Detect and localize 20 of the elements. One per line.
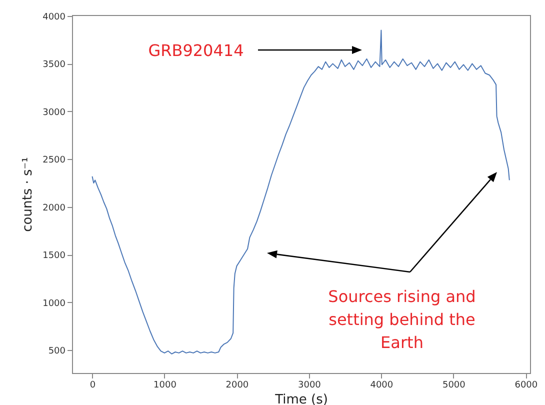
y-tick-label: 2000 xyxy=(42,203,66,214)
annotation: Sources rising and setting behind the Earth xyxy=(328,287,476,352)
annotation: GRB920414 xyxy=(148,41,244,60)
x-tick-label: 3000 xyxy=(298,380,322,390)
x-tick-label: 2000 xyxy=(226,380,249,390)
x-tick-label: 4000 xyxy=(370,380,394,390)
y-tick-label: 3500 xyxy=(42,60,66,70)
y-tick-label: 3000 xyxy=(42,108,66,118)
y-tick-label: 500 xyxy=(48,346,66,357)
x-tick-label: 1000 xyxy=(154,380,177,390)
y-axis-title: counts · s⁻¹ xyxy=(20,157,36,232)
y-tick-label: 4000 xyxy=(42,12,66,22)
x-axis-title: Time (s) xyxy=(274,392,328,405)
x-tick-label: 5000 xyxy=(442,380,466,390)
y-tick-label: 1000 xyxy=(42,298,66,309)
line-series xyxy=(92,30,510,354)
x-tick-label: 6000 xyxy=(514,380,538,390)
y-tick-label: 2500 xyxy=(42,156,66,166)
x-tick-label: 0 xyxy=(90,380,96,390)
y-tick-label: 1500 xyxy=(42,251,66,262)
